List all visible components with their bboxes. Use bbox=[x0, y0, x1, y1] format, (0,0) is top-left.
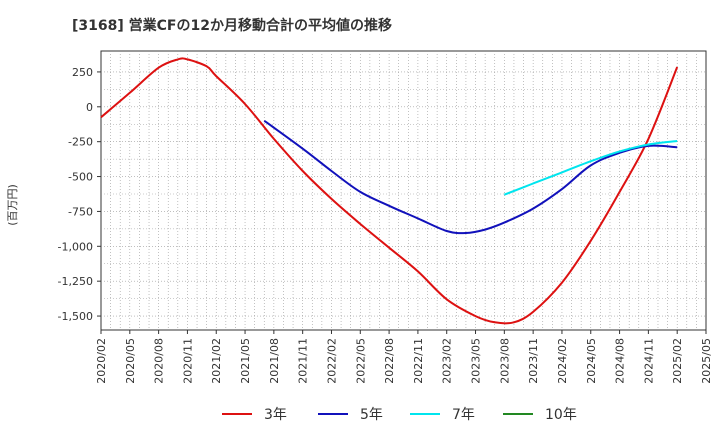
x-tick-label: 2023/08 bbox=[498, 338, 511, 384]
x-tick-label: 2020/02 bbox=[95, 338, 108, 384]
x-tick-label: 2024/08 bbox=[614, 338, 627, 384]
x-tick-label: 2024/05 bbox=[585, 338, 598, 384]
x-tick-label: 2020/11 bbox=[181, 338, 194, 384]
plot-area bbox=[100, 50, 707, 331]
x-tick-label: 2024/11 bbox=[642, 338, 655, 384]
chart-title: [3168] 営業CFの12か月移動合計の平均値の推移 bbox=[72, 17, 392, 34]
x-tick-label: 2025/02 bbox=[671, 338, 684, 384]
series-lines bbox=[100, 57, 679, 325]
x-tick-label: 2020/05 bbox=[124, 338, 137, 384]
y-tick-label: -250 bbox=[68, 136, 93, 149]
x-tick-label: 2023/11 bbox=[527, 338, 540, 384]
x-tick-label: 2024/02 bbox=[556, 338, 569, 384]
x-tick-label: 2021/02 bbox=[210, 338, 223, 384]
y-tick-label: -750 bbox=[68, 205, 93, 218]
legend: 3年 5年 7年 10年 bbox=[222, 407, 577, 423]
series-line-3年 bbox=[100, 57, 679, 325]
legend-label: 5年 bbox=[360, 407, 383, 423]
legend-label: 7年 bbox=[452, 407, 475, 423]
x-tick-label: 2023/05 bbox=[470, 338, 483, 384]
y-tick-label: -1,000 bbox=[58, 240, 93, 253]
y-tick-label: -1,500 bbox=[58, 310, 93, 323]
legend-label: 3年 bbox=[264, 407, 287, 423]
y-axis: 250 0 -250 -500 -750 -1,000 -1,250 -1,500 bbox=[58, 66, 101, 323]
x-axis: 2020/02 2020/05 2020/08 2020/11 2021/02 2021/… bbox=[95, 330, 713, 384]
y-tick-label: 250 bbox=[72, 66, 93, 79]
legend-label: 10年 bbox=[545, 407, 577, 423]
x-tick-label: 2022/05 bbox=[354, 338, 367, 384]
y-tick-label: -1,250 bbox=[58, 275, 93, 288]
series-line-5年 bbox=[263, 119, 678, 235]
series-line-7年 bbox=[503, 140, 678, 196]
y-axis-label: (百万円) bbox=[6, 184, 19, 226]
x-tick-label: 2022/11 bbox=[412, 338, 425, 384]
x-tick-label: 2021/05 bbox=[239, 338, 252, 384]
x-tick-label: 2021/11 bbox=[297, 338, 310, 384]
x-tick-label: 2021/08 bbox=[268, 338, 281, 384]
x-tick-label: 2022/08 bbox=[383, 338, 396, 384]
y-tick-label: 0 bbox=[86, 101, 93, 114]
x-tick-label: 2020/08 bbox=[153, 338, 166, 384]
x-tick-label: 2023/02 bbox=[441, 338, 454, 384]
x-tick-label: 2022/02 bbox=[325, 338, 338, 384]
y-tick-label: -500 bbox=[68, 171, 93, 184]
x-tick-label: 2025/05 bbox=[700, 338, 713, 384]
